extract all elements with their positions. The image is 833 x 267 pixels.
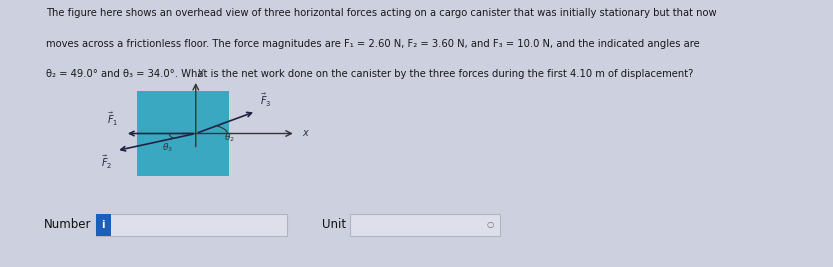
Text: $\vec{F}_1$: $\vec{F}_1$ [107,111,118,128]
Bar [96,214,287,236]
Text: The figure here shows an overhead view of three horizontal forces acting on a ca: The figure here shows an overhead view o… [46,8,716,18]
Text: ○: ○ [486,221,493,229]
Text: Unit: Unit [322,218,346,231]
Text: $\theta_3$: $\theta_3$ [162,142,173,154]
Text: Number: Number [44,218,92,231]
Bar [350,214,500,236]
Bar [137,91,229,176]
Text: θ₂ = 49.0° and θ₃ = 34.0°. What is the net work done on the canister by the thre: θ₂ = 49.0° and θ₃ = 34.0°. What is the n… [46,69,693,79]
Text: y: y [197,68,202,77]
Text: $\vec{F}_3$: $\vec{F}_3$ [260,92,272,109]
Text: moves across a frictionless floor. The force magnitudes are F₁ = 2.60 N, F₂ = 3.: moves across a frictionless floor. The f… [46,39,700,49]
Text: $\theta_2$: $\theta_2$ [224,131,235,144]
Bar [96,214,111,236]
Text: i: i [102,220,105,230]
Text: $\vec{F}_2$: $\vec{F}_2$ [101,153,112,171]
Text: x: x [302,128,308,139]
